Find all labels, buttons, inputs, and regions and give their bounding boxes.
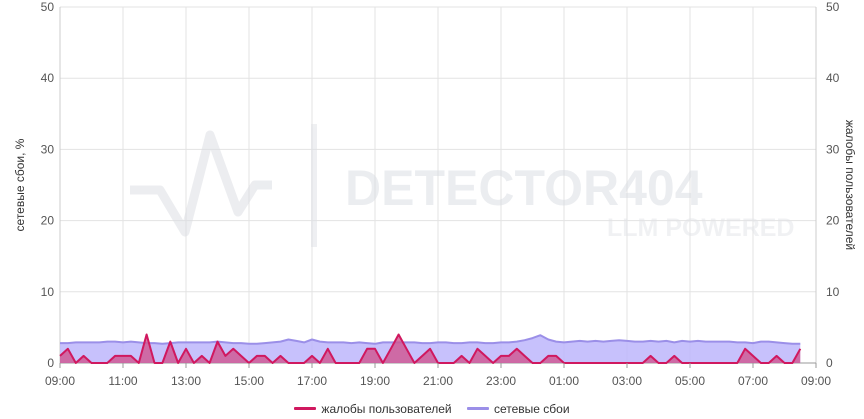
y-tick-right: 50: [826, 0, 840, 14]
x-tick-label: 05:00: [675, 374, 705, 388]
x-tick-label: 17:00: [297, 374, 327, 388]
y-tick-left: 20: [41, 214, 55, 228]
y-tick-left: 40: [41, 71, 55, 85]
x-tick-label: 13:00: [171, 374, 201, 388]
x-tick-label: 03:00: [612, 374, 642, 388]
y-tick-left: 30: [41, 142, 55, 156]
x-tick-label: 21:00: [423, 374, 453, 388]
y-tick-right: 30: [826, 142, 840, 156]
legend-label: жалобы пользователей: [321, 401, 452, 416]
y-tick-left: 50: [41, 0, 55, 14]
y-tick-right: 20: [826, 214, 840, 228]
x-tick-label: 23:00: [486, 374, 516, 388]
y-axis-left-title: сетевые сбои, %: [13, 138, 27, 231]
x-tick-label: 19:00: [360, 374, 390, 388]
x-tick-label: 11:00: [108, 374, 137, 388]
watermark-subtitle: LLM POWERED: [607, 214, 795, 242]
x-tick-label: 09:00: [45, 374, 75, 388]
series-area-complaints: [60, 334, 801, 363]
y-tick-right: 0: [826, 356, 833, 370]
y-tick-left: 0: [47, 356, 54, 370]
x-tick-label: 01:00: [549, 374, 579, 388]
x-tick-label: 09:00: [801, 374, 831, 388]
watermark-logo: DETECTOR404 LLM POWERED: [130, 124, 795, 247]
legend-item-complaints[interactable]: жалобы пользователей: [294, 401, 452, 416]
series-layer: [59, 333, 802, 364]
ticks: 0 0 10 10 20 20 30 30 40 40 50 50 09:00 11:00 13:00 15:…: [41, 0, 840, 388]
y-tick-right: 10: [826, 285, 840, 299]
legend-swatch-complaints: [294, 407, 317, 410]
y-tick-right: 40: [826, 71, 840, 85]
legend: жалобы пользователей сетевые сбои: [0, 399, 864, 416]
watermark-title: DETECTOR404: [345, 160, 703, 216]
legend-swatch-network: [466, 407, 489, 410]
y-tick-left: 10: [41, 285, 55, 299]
legend-item-network[interactable]: сетевые сбои: [466, 401, 570, 416]
legend-label: сетевые сбои: [493, 401, 570, 416]
x-tick-label: 07:00: [738, 374, 768, 388]
y-axis-right-title: жалобы пользователей: [843, 120, 857, 250]
x-tick-label: 15:00: [234, 374, 264, 388]
